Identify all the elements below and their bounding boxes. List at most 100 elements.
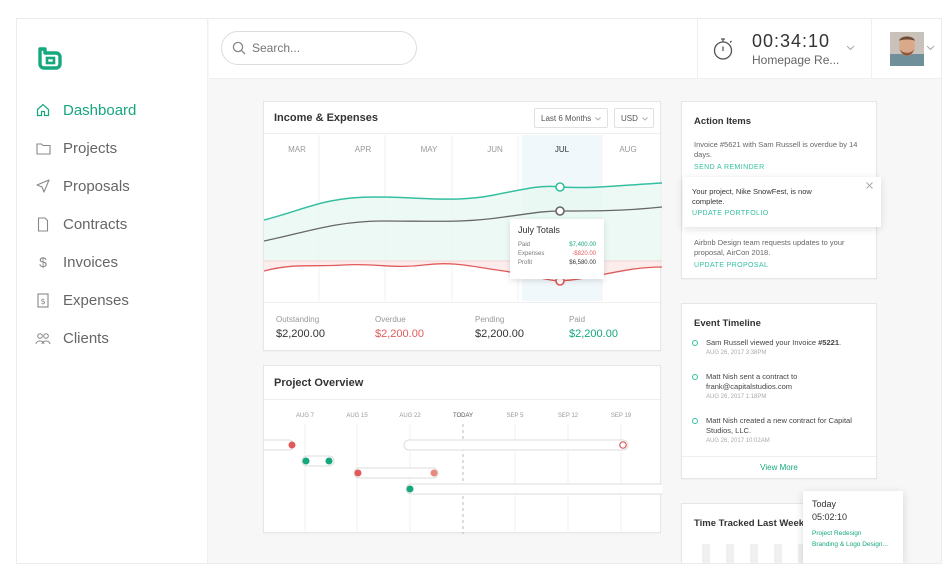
day-bar[interactable] <box>726 544 734 564</box>
project-bar[interactable] <box>301 455 335 467</box>
event-text: Matt Nish sent a contract to frank@capit… <box>706 372 798 391</box>
project-complete-notification: Your project, Nike SnowFest, is now comp… <box>683 177 881 227</box>
project-end-dot <box>325 457 333 465</box>
tooltip-title: July Totals <box>518 225 560 235</box>
project-bar[interactable] <box>403 439 629 451</box>
action-items-title: Action Items <box>694 116 752 127</box>
range-select[interactable]: Last 6 Months <box>534 108 608 128</box>
avatar[interactable] <box>889 32 924 66</box>
project-overview-card: Project Overview AUG 7 AUG 15 AUG 22 TOD… <box>263 365 662 534</box>
sidebar-item-label: Dashboard <box>63 101 137 119</box>
event-text: Matt Nish created a new contract for Cap… <box>706 416 852 435</box>
search-icon <box>232 41 246 55</box>
stat-pending: Pending $2,200.00 <box>475 315 524 340</box>
event-dot-icon <box>692 340 698 346</box>
sidebar-item-invoices[interactable]: $ Invoices <box>17 243 207 281</box>
sidebar-item-label: Clients <box>63 329 109 347</box>
income-card-title: Income & Expenses <box>274 111 378 124</box>
event-dot-icon <box>692 418 698 424</box>
date-label: AUG 22 <box>399 413 421 419</box>
stopwatch-icon[interactable] <box>712 37 734 61</box>
project-bar[interactable] <box>405 483 662 495</box>
event-timeline-title: Event Timeline <box>694 318 761 329</box>
date-label: AUG 7 <box>295 413 315 419</box>
day-bar[interactable] <box>774 544 782 564</box>
tooltip-row: Paid $7,400.00 <box>518 241 596 250</box>
day-bar[interactable] <box>750 544 758 564</box>
time-tracked-title: Time Tracked Last Week <box>694 518 805 529</box>
sidebar-item-proposals[interactable]: Proposals <box>17 167 207 205</box>
project-start-dot <box>288 441 296 449</box>
month-label: MAY <box>420 145 438 154</box>
stat-outstanding: Outstanding $2,200.00 <box>276 315 325 340</box>
date-label: SEP 5 <box>506 413 524 419</box>
event-time: AUG 26, 2017 3:38PM <box>706 350 767 356</box>
project-end-dot <box>619 441 627 449</box>
income-stats: Outstanding $2,200.00 Overdue $2,200.00 … <box>264 302 660 352</box>
paid-point-jul[interactable] <box>555 182 565 192</box>
close-icon[interactable] <box>866 182 873 189</box>
profit-point-jul[interactable] <box>555 206 565 216</box>
document-icon <box>35 216 51 232</box>
chevron-down-icon[interactable] <box>846 45 855 51</box>
stat-value: $2,200.00 <box>276 328 325 340</box>
date-label: AUG 15 <box>346 413 368 419</box>
timer-project: Homepage Re... <box>752 53 840 67</box>
event-item: Matt Nish created a new contract for Cap… <box>692 416 872 444</box>
timer-widget[interactable]: 00:34:10 Homepage Re... <box>697 19 865 79</box>
sidebar-item-contracts[interactable]: Contracts <box>17 205 207 243</box>
timer-time: 00:34:10 <box>752 31 831 51</box>
project-end-dot <box>430 469 438 477</box>
sidebar-item-label: Invoices <box>63 253 119 271</box>
project-bar[interactable] <box>353 467 439 479</box>
stat-value: $2,200.00 <box>375 328 424 340</box>
today-project[interactable]: Project Redesign <box>812 530 862 537</box>
view-more-button[interactable]: View More <box>682 456 876 478</box>
event-time: AUG 26, 2017 10:02AM <box>706 438 770 444</box>
overview-card-header: Project Overview <box>264 366 660 400</box>
sidebar-nav: Dashboard Projects Proposals Contracts $… <box>17 91 207 357</box>
sidebar-item-dashboard[interactable]: Dashboard <box>17 91 207 129</box>
search-box[interactable] <box>221 31 417 65</box>
stat-overdue: Overdue $2,200.00 <box>375 315 424 340</box>
stat-label: Overdue <box>375 315 406 324</box>
event-timeline-card: Event Timeline Sam Russell viewed your I… <box>681 303 877 479</box>
send-icon <box>35 178 51 194</box>
sidebar-item-label: Expenses <box>63 291 129 309</box>
event-dot-icon <box>692 374 698 380</box>
search-input[interactable] <box>252 41 402 55</box>
tooltip-label: Paid <box>518 242 531 248</box>
user-menu[interactable] <box>871 19 941 79</box>
overview-card-title: Project Overview <box>274 376 364 389</box>
tooltip-row: Profit $6,580.00 <box>518 259 596 268</box>
project-start-dot <box>406 485 414 493</box>
month-label: APR <box>354 145 372 154</box>
update-proposal-link[interactable]: UPDATE PROPOSAL <box>694 262 769 269</box>
date-label: SEP 19 <box>610 413 632 419</box>
tooltip-row: Expenses -$820.00 <box>518 250 596 259</box>
update-portfolio-link[interactable]: UPDATE PORTFOLIO <box>692 210 769 217</box>
event-item: Sam Russell viewed your Invoice #5221. A… <box>692 338 872 356</box>
dollar-icon: $ <box>39 254 47 270</box>
month-label: MAR <box>288 145 306 154</box>
day-bar[interactable] <box>798 544 806 564</box>
app-window: Dashboard Projects Proposals Contracts $… <box>16 18 942 564</box>
action-item-text: Airbnb Design team requests updates to y… <box>694 238 845 257</box>
currency-select[interactable]: USD <box>614 108 654 128</box>
sidebar-item-expenses[interactable]: $ Expenses <box>17 281 207 319</box>
chevron-down-icon[interactable] <box>926 45 935 51</box>
stat-paid: Paid $2,200.00 <box>569 315 618 340</box>
sidebar-item-clients[interactable]: Clients <box>17 319 207 357</box>
event-item: Matt Nish sent a contract to frank@capit… <box>692 372 872 400</box>
today-task[interactable]: Branding & Logo Design... <box>812 541 888 548</box>
day-bar[interactable] <box>702 544 710 564</box>
today-time: 05:02:10 <box>812 512 848 522</box>
send-reminder-link[interactable]: SEND A REMINDER <box>694 164 765 171</box>
sidebar-item-projects[interactable]: Projects <box>17 129 207 167</box>
tooltip-value: $6,580.00 <box>569 260 596 266</box>
invoice-number: #5221 <box>818 338 839 347</box>
project-start-dot <box>354 469 362 477</box>
event-time: AUG 26, 2017 1:18PM <box>706 394 767 400</box>
logo-icon[interactable] <box>37 45 63 71</box>
tooltip-label: Profit <box>518 260 533 266</box>
